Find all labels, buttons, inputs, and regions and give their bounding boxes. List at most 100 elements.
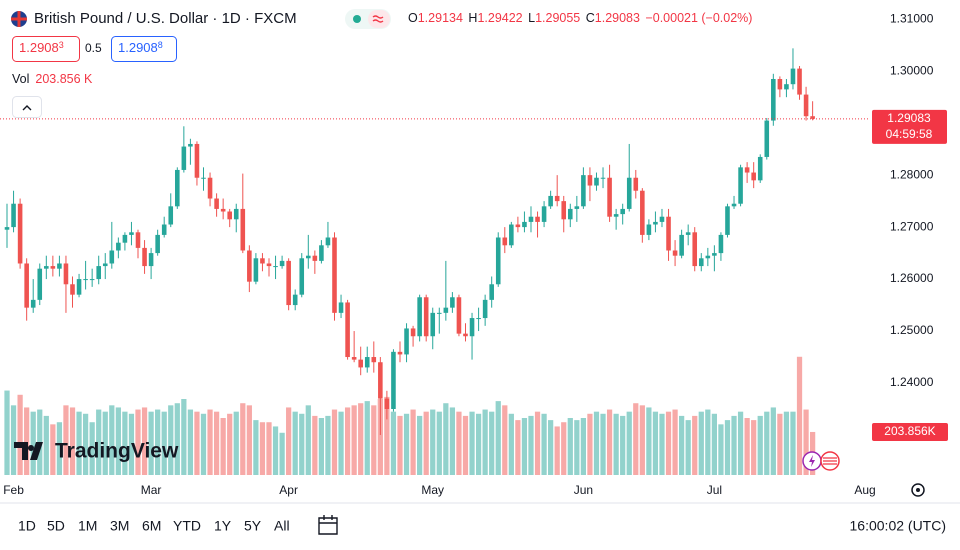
- volume-bar: [783, 411, 790, 475]
- volume-bar: [692, 415, 698, 475]
- candle-body: [338, 302, 344, 313]
- volume-bar: [796, 356, 803, 475]
- volume-bar: [364, 401, 370, 475]
- volume-bar: [89, 422, 95, 475]
- candle-body: [30, 299, 36, 308]
- buy-button[interactable]: [111, 36, 177, 62]
- volume-bar: [469, 411, 475, 475]
- range-button[interactable]: 1D: [18, 518, 36, 534]
- candle-body: [227, 211, 232, 220]
- volume-bar: [482, 409, 488, 475]
- candle-body: [810, 116, 815, 119]
- candle-body: [89, 279, 95, 281]
- volume-bar: [227, 413, 233, 475]
- price-tick-label: 1.26000: [890, 271, 934, 285]
- sell-button[interactable]: [12, 36, 80, 62]
- candle-body: [135, 232, 141, 248]
- delay-pill: [368, 10, 390, 28]
- volume-bar: [508, 413, 514, 475]
- volume-bar: [567, 418, 573, 475]
- candle-body: [292, 294, 298, 306]
- volume-bar: [240, 403, 246, 475]
- candle-body: [771, 78, 776, 121]
- candle-body: [397, 351, 403, 355]
- candle-body: [279, 260, 285, 267]
- volume-bar: [220, 418, 226, 475]
- bar-countdown: 04:59:58: [886, 127, 933, 141]
- range-button[interactable]: 5D: [47, 518, 65, 534]
- candle-body: [757, 156, 763, 181]
- range-button[interactable]: 3M: [110, 518, 129, 534]
- volume-bar: [17, 394, 23, 475]
- candle-body: [692, 232, 698, 267]
- candle-body: [319, 245, 324, 261]
- candle-body: [102, 263, 108, 267]
- volume-bar: [705, 409, 711, 475]
- change-value: −0.00021 (−0.02%): [645, 11, 752, 25]
- volume-bar: [593, 411, 600, 475]
- range-button[interactable]: 6M: [142, 518, 161, 534]
- price-tick-label: 1.30000: [890, 63, 934, 77]
- volume-bar: [443, 403, 449, 475]
- price-tick-label: 1.31000: [890, 11, 934, 25]
- candle-body: [37, 268, 43, 300]
- time-tick-label: May: [421, 483, 444, 497]
- volume-bar: [30, 411, 36, 475]
- volume-bar: [633, 403, 639, 475]
- candle-body: [332, 237, 337, 313]
- volume-bar: [286, 407, 292, 475]
- volume-bar: [292, 411, 298, 475]
- candle-body: [70, 284, 75, 295]
- candle-body: [247, 250, 252, 282]
- candle-body: [253, 258, 259, 282]
- collapse-button[interactable]: [12, 96, 42, 118]
- volume-bar: [718, 424, 724, 475]
- volume-bar: [751, 420, 757, 475]
- volume-bar: [757, 415, 763, 475]
- candle-body: [738, 167, 743, 204]
- candle-body: [502, 237, 508, 246]
- volume-bar: [685, 420, 691, 475]
- range-button[interactable]: 1M: [78, 518, 97, 534]
- volume-bar: [266, 422, 272, 475]
- volume-bar: [351, 405, 357, 475]
- volume-bar: [141, 407, 148, 475]
- range-button[interactable]: 5Y: [244, 518, 262, 534]
- volume-bar: [613, 413, 619, 475]
- candle-body: [312, 255, 318, 261]
- volume-bar: [181, 399, 187, 475]
- candle-body: [57, 263, 62, 269]
- volume-badge: [872, 422, 948, 441]
- candle-body: [594, 177, 599, 186]
- candle-body: [777, 78, 783, 90]
- candle-body: [731, 203, 737, 207]
- range-button[interactable]: 1Y: [214, 518, 232, 534]
- volume-bar: [161, 411, 167, 475]
- volume-legend-value: 203.856 K: [35, 72, 93, 86]
- candle-body: [620, 208, 625, 215]
- volume-bar: [76, 411, 82, 475]
- volume-bar: [541, 413, 547, 475]
- range-button[interactable]: All: [274, 518, 290, 534]
- date-range-icon[interactable]: [318, 515, 338, 535]
- volume-bar: [561, 422, 567, 475]
- candle-body: [299, 258, 305, 295]
- candle-body: [201, 177, 206, 179]
- volume-bar: [521, 418, 528, 475]
- settings-icon[interactable]: [911, 483, 925, 497]
- candle-body: [96, 266, 101, 280]
- volume-bar: [174, 403, 180, 475]
- range-button[interactable]: YTD: [173, 518, 201, 534]
- candle-body: [797, 68, 802, 95]
- sell-price-pip: 3: [59, 40, 64, 50]
- candle-body: [378, 362, 383, 399]
- volume-bar: [764, 411, 770, 475]
- candle-body: [679, 234, 684, 256]
- sell-price: 1.29083: [19, 40, 64, 55]
- candle-body: [17, 203, 23, 264]
- low-value: 1.29055: [535, 11, 580, 25]
- volume-bar: [587, 413, 593, 475]
- volume-bar: [102, 411, 108, 475]
- volume-bar: [679, 415, 685, 475]
